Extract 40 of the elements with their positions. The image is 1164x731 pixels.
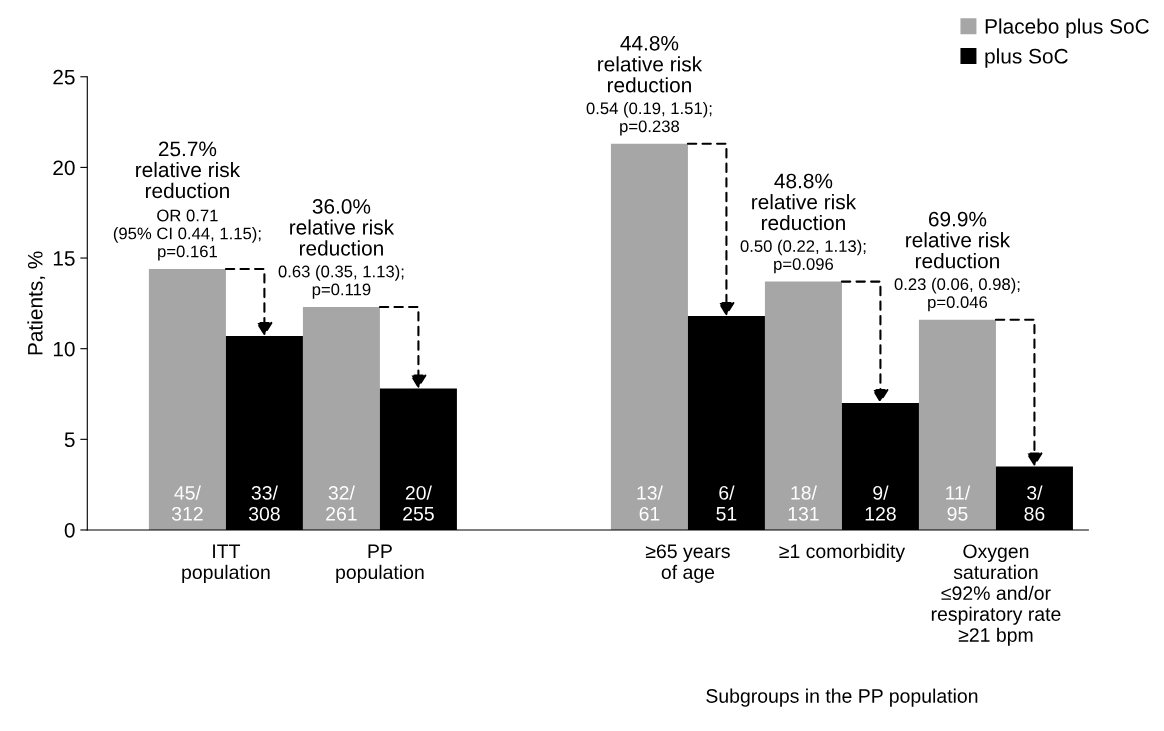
y-axis-title: Patients, % [27, 251, 46, 355]
data-label: 9/ 128 [865, 485, 896, 521]
data-label: 13/ 61 [637, 485, 663, 521]
data-label: 11/ 95 [946, 485, 971, 521]
data-label: 32/ 261 [326, 485, 357, 521]
y-tick-label: 5 [64, 432, 75, 448]
data-label: 18/ 131 [788, 485, 819, 521]
x-tick-label: ≥1 comorbidity [779, 543, 906, 562]
annotation: 0.50 (0.22, 1.13); p=0.096 [740, 239, 866, 274]
annotation: 48.8% relative risk reduction [752, 173, 857, 231]
y-tick-label: 15 [53, 251, 75, 266]
data-label: 3/ 86 [1024, 485, 1045, 521]
annotation: 69.9% relative risk reduction [906, 211, 1011, 269]
annotation: 25.7% relative risk reduction [136, 141, 241, 199]
data-label: 45/ 312 [171, 485, 203, 521]
data-label: 20/ 255 [403, 485, 434, 521]
bar [148, 268, 226, 530]
bar [918, 319, 996, 530]
annotation: 0.54 (0.19, 1.51); p=0.238 [586, 102, 712, 136]
annotation: 36.0% relative risk reduction [290, 199, 395, 256]
annotation: 0.63 (0.35, 1.13); p=0.119 [278, 265, 404, 299]
bar [302, 306, 380, 530]
annotation: 44.8% relative risk reduction [598, 35, 703, 93]
data-label: 6/ 51 [716, 485, 737, 521]
y-tick-label: 20 [53, 160, 75, 176]
y-tick-label: 25 [53, 69, 75, 85]
annotation: 0.23 (0.06, 0.98); p=0.046 [894, 277, 1020, 312]
x-tick-label: PP population [336, 544, 424, 583]
data-label: 33/ 308 [248, 485, 280, 521]
annotation: OR 0.71 (95% CI 0.44, 1.15); p=0.161 [113, 209, 261, 261]
legend-label: Placebo plus SoC [985, 18, 1149, 38]
x-tick-label: ≥65 years of age [645, 544, 730, 583]
bar [610, 143, 688, 530]
bar [764, 281, 842, 530]
x-axis-title: Subgroups in the PP population [706, 688, 978, 707]
x-tick-label: Oxygen saturation ≤92% and/or respiratory rate ≥21 bpm [931, 544, 1061, 646]
x-tick-label: ITT population [182, 544, 270, 583]
y-tick-label: 10 [53, 341, 75, 357]
y-tick-label: 0 [64, 522, 75, 538]
legend-label: plus SoC [985, 48, 1068, 68]
